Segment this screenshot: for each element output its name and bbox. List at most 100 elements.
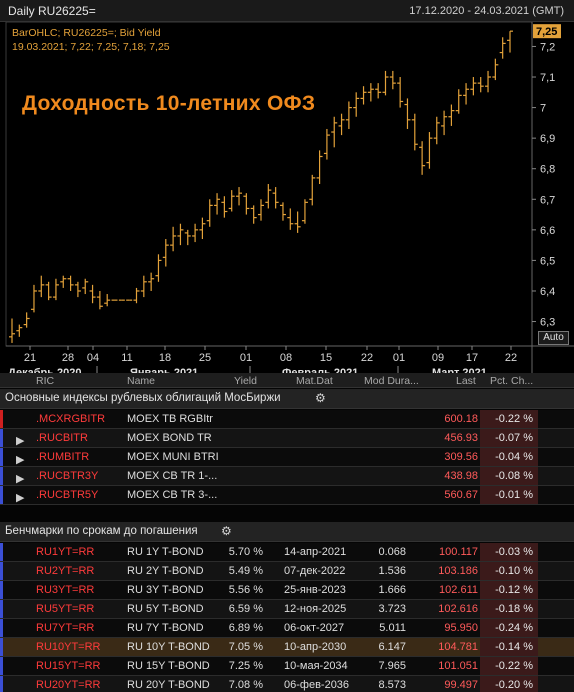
ric-cell: .MCXRGBITR	[36, 413, 106, 425]
ric-cell: RU15YT=RR	[36, 660, 101, 672]
row-marker	[0, 410, 3, 428]
gear-icon[interactable]: ⚙	[221, 524, 232, 538]
maturity-cell: 06-фев-2036	[284, 679, 350, 691]
last-cell: 560.67	[444, 489, 478, 501]
maturity-cell: 25-янв-2023	[284, 584, 346, 596]
last-cell: 100.117	[439, 546, 478, 558]
table-row[interactable]: RU2YT=RR RU 2Y T-BOND 5.49 % 07-дек-2022 1.5…	[0, 562, 574, 581]
last-cell: 600.18	[444, 413, 478, 425]
table-row[interactable]: ▶ .RUCBTR5Y MOEX CB TR 3-... 560.67 -0.01 %	[0, 486, 574, 505]
name-cell: MOEX CB TR 1-...	[127, 470, 218, 482]
ohlc-bar	[419, 141, 426, 175]
ohlc-bar	[45, 281, 52, 301]
y-tick-label: 6,8	[540, 164, 555, 176]
ohlc-bar	[199, 217, 206, 240]
chart-date-range: 17.12.2020 - 24.03.2021 (GMT)	[409, 5, 564, 17]
x-tick-label: 08	[280, 352, 292, 364]
ohlc-bar	[265, 184, 272, 209]
pct-cell-bg	[480, 467, 538, 485]
table-row[interactable]: RU3YT=RR RU 3Y T-BOND 5.56 % 25-янв-2023 1.6…	[0, 581, 574, 600]
ohlc-bar	[192, 223, 199, 243]
col-pct-change[interactable]: Pct. Ch...	[490, 375, 534, 387]
ric-cell: RU7YT=RR	[36, 622, 95, 634]
pct-cell-bg	[480, 619, 538, 637]
x-tick-label: 04	[87, 352, 99, 364]
y-tick-label: 6,3	[540, 317, 555, 329]
ohlc-bar	[448, 104, 455, 126]
chart-panel[interactable]: Daily RU26225= 17.12.2020 - 24.03.2021 (…	[0, 0, 574, 388]
ohlc-bar	[375, 83, 382, 99]
row-marker	[0, 657, 3, 675]
ohlc-bar	[60, 275, 67, 288]
gear-icon[interactable]: ⚙	[315, 391, 326, 405]
table-row[interactable]: RU1YT=RR RU 1Y T-BOND 5.70 % 14-апр-2021 0.0…	[0, 543, 574, 562]
ohlc-bar	[433, 116, 440, 145]
table-row[interactable]: RU20YT=RR RU 20Y T-BOND 7.08 % 06-фев-2036 8…	[0, 676, 574, 692]
x-tick-label: 22	[361, 352, 373, 364]
legend-series: BarOHLC; RU26225=; Bid Yield	[12, 27, 161, 39]
price-chart[interactable]: 7,2 7,1 7 6,9 6,8 6,7 6,6 6,5 6,4 6,3 7,25 21 28 04 11…	[0, 22, 574, 388]
pct-cell-bg	[480, 410, 538, 428]
last-value-label: 7,25	[536, 26, 557, 38]
last-cell: 438.98	[444, 470, 478, 482]
auto-scale-button[interactable]: Auto	[538, 331, 569, 345]
ohlc-bar	[309, 174, 316, 206]
ohlc-bar	[499, 37, 506, 59]
table-row[interactable]: RU10YT=RR RU 10Y T-BOND 7.05 % 10-апр-2030 6…	[0, 638, 574, 657]
row-marker	[0, 467, 3, 485]
section-header-benchmarks[interactable]: Бенчмарки по срокам до погашения ⚙	[0, 522, 574, 542]
expand-arrow-icon[interactable]: ▶	[16, 435, 25, 447]
section-header-indices[interactable]: Основные индексы рублевых облигаций МосБ…	[0, 389, 574, 409]
expand-arrow-icon[interactable]: ▶	[16, 492, 25, 504]
ric-cell: RU20YT=RR	[36, 679, 101, 691]
x-tick-label: 01	[393, 352, 405, 364]
row-marker	[0, 429, 3, 447]
col-name[interactable]: Name	[127, 375, 156, 387]
ric-cell: .RUCBTR3Y	[36, 470, 99, 482]
col-mat-date[interactable]: Mat.Dat	[296, 375, 333, 387]
x-tick-label: 09	[432, 352, 444, 364]
pct-change-cell: -0.10 %	[495, 565, 533, 577]
duration-cell: 0.068	[378, 546, 406, 558]
x-tick-label: 28	[62, 352, 74, 364]
ohlc-bar	[214, 193, 221, 215]
col-yield[interactable]: Yield	[234, 375, 257, 387]
col-mod-duration[interactable]: Mod Dura...	[364, 375, 419, 387]
table-row[interactable]: ▶ .RUMBITR MOEX MUNI BTRI 309.56 -0.04 %	[0, 448, 574, 467]
expand-arrow-icon[interactable]: ▶	[16, 473, 25, 485]
pct-change-cell: -0.24 %	[495, 622, 533, 634]
expand-arrow-icon[interactable]: ▶	[16, 454, 25, 466]
col-last[interactable]: Last	[456, 375, 476, 387]
table-row[interactable]: ▶ .RUCBITR MOEX BOND TR 456.93 -0.07 %	[0, 429, 574, 448]
table-row[interactable]: ▶ .RUCBTR3Y MOEX CB TR 1-... 438.98 -0.08 %	[0, 467, 574, 486]
yield-cell: 5.56 %	[228, 584, 263, 596]
y-tick-label: 6,9	[540, 133, 555, 145]
ohlc-bar	[492, 58, 499, 81]
ohlc-bar	[463, 83, 470, 105]
y-tick-label: 6,4	[540, 286, 555, 298]
ohlc-bar	[470, 77, 477, 96]
yield-cell: 7.05 %	[228, 641, 263, 653]
ohlc-bar	[323, 128, 330, 160]
pct-change-cell: -0.01 %	[495, 489, 533, 501]
last-cell: 456.93	[444, 432, 478, 444]
col-ric[interactable]: RIC	[36, 375, 55, 387]
table-row[interactable]: .MCXRGBITR MOEX TB RGBItr 600.18 -0.22 %	[0, 410, 574, 429]
table-row[interactable]: RU5YT=RR RU 5Y T-BOND 6.59 % 12-ноя-2025 3.7…	[0, 600, 574, 619]
name-cell: MOEX TB RGBItr	[127, 413, 213, 425]
ohlc-bar	[148, 272, 155, 291]
maturity-cell: 12-ноя-2025	[284, 603, 347, 615]
chart-header-title: Daily RU26225=	[8, 4, 96, 18]
table-row[interactable]: RU7YT=RR RU 7Y T-BOND 6.89 % 06-окт-2027 5.0…	[0, 619, 574, 638]
ric-cell: RU5YT=RR	[36, 603, 95, 615]
pct-cell-bg	[480, 486, 538, 504]
table-row[interactable]: RU15YT=RR RU 15Y T-BOND 7.25 % 10-мая-2034 7…	[0, 657, 574, 676]
pct-change-cell: -0.03 %	[495, 546, 533, 558]
pct-change-cell: -0.18 %	[495, 603, 533, 615]
ohlc-bar	[74, 281, 81, 298]
ric-cell: .RUCBTR5Y	[36, 489, 99, 501]
name-cell: MOEX MUNI BTRI	[127, 451, 219, 463]
name-cell: RU 3Y T-BOND	[127, 584, 204, 596]
ohlc-bar	[221, 196, 228, 218]
x-tick-label: 22	[505, 352, 517, 364]
